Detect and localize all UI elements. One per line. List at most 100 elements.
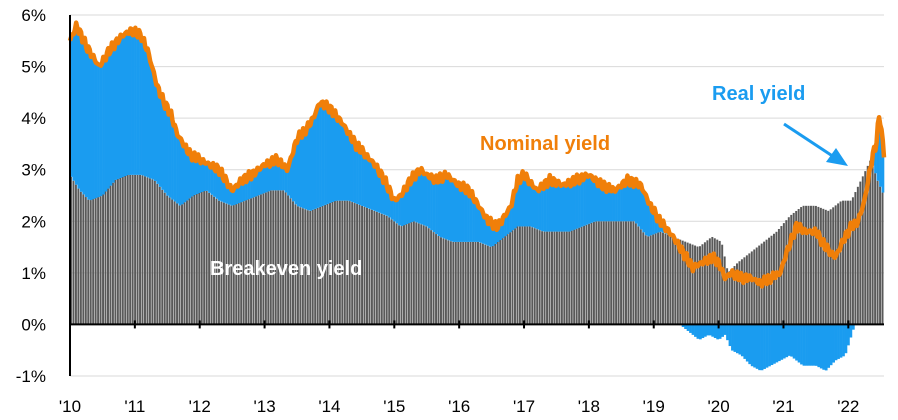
real-yield-bar: [824, 324, 828, 371]
real-yield-bar: [773, 324, 776, 364]
breakeven-bar: [185, 200, 188, 325]
breakeven-bar: [343, 200, 346, 325]
real-yield-bar: [652, 210, 655, 235]
breakeven-bar: [277, 190, 280, 325]
breakeven-bar: [139, 174, 142, 325]
breakeven-bar: [309, 210, 312, 325]
real-yield-bar: [220, 173, 224, 202]
real-yield-bar: [496, 226, 500, 242]
real-yield-bar: [578, 178, 581, 228]
real-yield-bar: [99, 63, 103, 197]
real-yield-bar: [839, 324, 843, 358]
real-yield-bar: [546, 182, 549, 232]
breakeven-bar: [721, 244, 724, 325]
breakeven-bar: [161, 189, 164, 325]
real-yield-bar: [427, 176, 431, 229]
real-yield-bar: [721, 324, 724, 337]
real-yield-bar: [827, 324, 831, 368]
breakeven-bar: [173, 201, 176, 325]
real-yield-bar: [740, 324, 744, 357]
real-yield-bar: [398, 196, 401, 226]
breakeven-bar: [422, 225, 425, 325]
breakeven-bar: [181, 204, 183, 325]
real-yield-bar: [637, 184, 641, 227]
breakeven-bar: [311, 209, 314, 325]
breakeven-bar: [787, 217, 790, 325]
breakeven-bar: [832, 207, 835, 325]
breakeven-bar: [876, 180, 879, 325]
breakeven-bar: [795, 210, 798, 325]
real-yield-bar: [385, 185, 389, 216]
breakeven-bar: [390, 219, 393, 325]
y-axis-tick-labels: -1% 0% 1% 2% 3% 4% 5% 6%: [16, 6, 46, 386]
breakeven-bar: [296, 206, 299, 325]
breakeven-bar: [553, 231, 556, 325]
breakeven-bar: [580, 226, 583, 325]
breakeven-bar: [198, 193, 201, 325]
real-yield-bar: [393, 200, 396, 222]
real-yield-bar: [449, 178, 453, 242]
breakeven-bar: [393, 221, 396, 325]
real-yield-bar: [252, 173, 256, 198]
x-tick-label: '12: [189, 397, 211, 416]
breakeven-bar: [755, 247, 758, 325]
real-yield-bar: [472, 197, 475, 242]
breakeven-bar: [736, 263, 738, 325]
real-yield-bar: [442, 176, 446, 239]
breakeven-bar: [242, 201, 245, 325]
real-yield-bar: [311, 118, 315, 210]
real-yield-bar: [237, 183, 241, 204]
breakeven-bar: [341, 200, 344, 325]
breakeven-bar: [405, 224, 408, 325]
y-tick-label: 6%: [21, 6, 46, 25]
breakeven-bar: [494, 243, 497, 325]
breakeven-bar: [84, 197, 87, 325]
breakeven-bar: [879, 186, 882, 325]
breakeven-bar: [225, 203, 228, 325]
breakeven-bar: [666, 234, 669, 325]
breakeven-bar: [689, 243, 692, 325]
breakeven-bar: [802, 205, 805, 325]
real-yield-bar: [213, 167, 216, 197]
real-yield-bar: [810, 324, 813, 366]
breakeven-bar: [649, 235, 652, 325]
breakeven-bar: [481, 243, 484, 325]
breakeven-bar: [792, 212, 795, 325]
real-yield-bar: [765, 324, 769, 368]
breakeven-bar: [612, 221, 615, 325]
real-yield-bar: [156, 87, 160, 184]
breakeven-bar: [861, 176, 864, 325]
real-yield-bar: [225, 181, 229, 204]
breakeven-bar: [279, 190, 282, 325]
real-yield-bar: [834, 324, 838, 361]
real-yield-bar: [348, 135, 352, 202]
real-yield-bar: [787, 324, 791, 356]
breakeven-bar: [546, 231, 549, 325]
breakeven-bar: [400, 226, 403, 325]
breakeven-bar: [718, 240, 721, 325]
real-yield-bar: [380, 175, 384, 214]
real-yield-bar: [242, 178, 246, 202]
breakeven-bar: [97, 197, 100, 325]
breakeven-bar: [213, 196, 216, 325]
breakeven-bar: [104, 191, 107, 325]
breakeven-bar: [575, 228, 578, 325]
real-yield-bar: [412, 176, 416, 222]
real-yield-bar: [654, 214, 658, 234]
breakeven-bar: [810, 205, 812, 325]
breakeven-bar: [694, 245, 697, 325]
real-yield-bar: [314, 112, 317, 209]
breakeven-bar: [583, 225, 586, 325]
real-yield-bar: [126, 32, 130, 176]
real-yield-bar: [257, 169, 261, 196]
breakeven-bar: [351, 202, 354, 325]
breakeven-bar: [457, 241, 460, 325]
real-yield-bar: [607, 188, 611, 222]
breakeven-bar: [595, 221, 598, 325]
breakeven-bar: [316, 207, 319, 325]
real-yield-bar: [745, 324, 749, 362]
breakeven-bar: [77, 188, 80, 325]
breakeven-bar: [321, 205, 324, 325]
x-tick-label: '17: [513, 397, 535, 416]
breakeven-bar: [284, 192, 287, 325]
